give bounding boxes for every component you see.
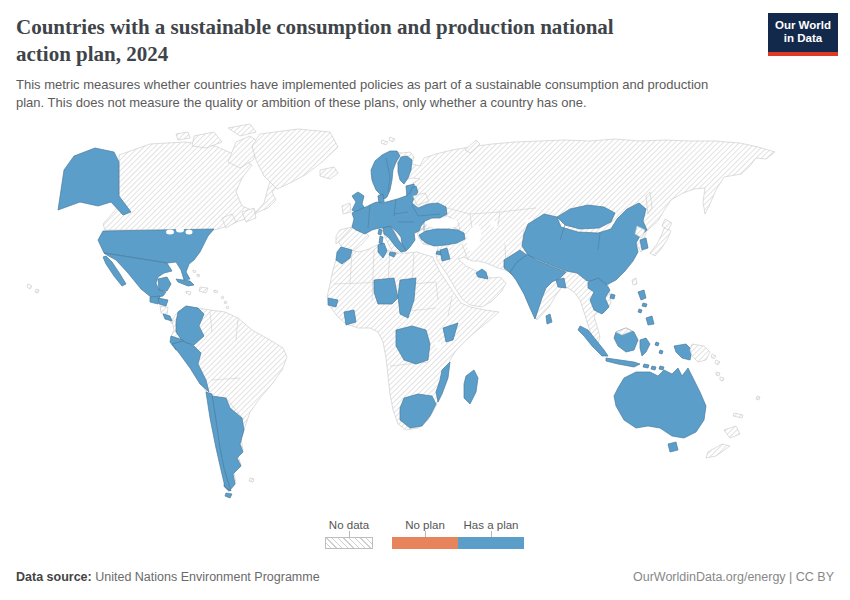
page: Countries with a sustainable consumption…	[0, 0, 850, 600]
legend-swatch-no-plan[interactable]	[392, 537, 458, 549]
legend-swatch-has-plan[interactable]	[458, 537, 524, 549]
legend-label-no-plan: No plan	[392, 519, 458, 531]
legend-label-has-plan: Has a plan	[458, 519, 524, 531]
world-map[interactable]	[0, 0, 850, 600]
data-source-value: United Nations Environment Programme	[92, 570, 320, 584]
legend-label-no-data: No data	[325, 519, 373, 531]
data-source: Data source: United Nations Environment …	[16, 570, 320, 584]
legend-swatch-no-data[interactable]	[325, 537, 373, 549]
credit-line: OurWorldinData.org/energy | CC BY	[633, 570, 834, 584]
data-source-label: Data source:	[16, 570, 92, 584]
